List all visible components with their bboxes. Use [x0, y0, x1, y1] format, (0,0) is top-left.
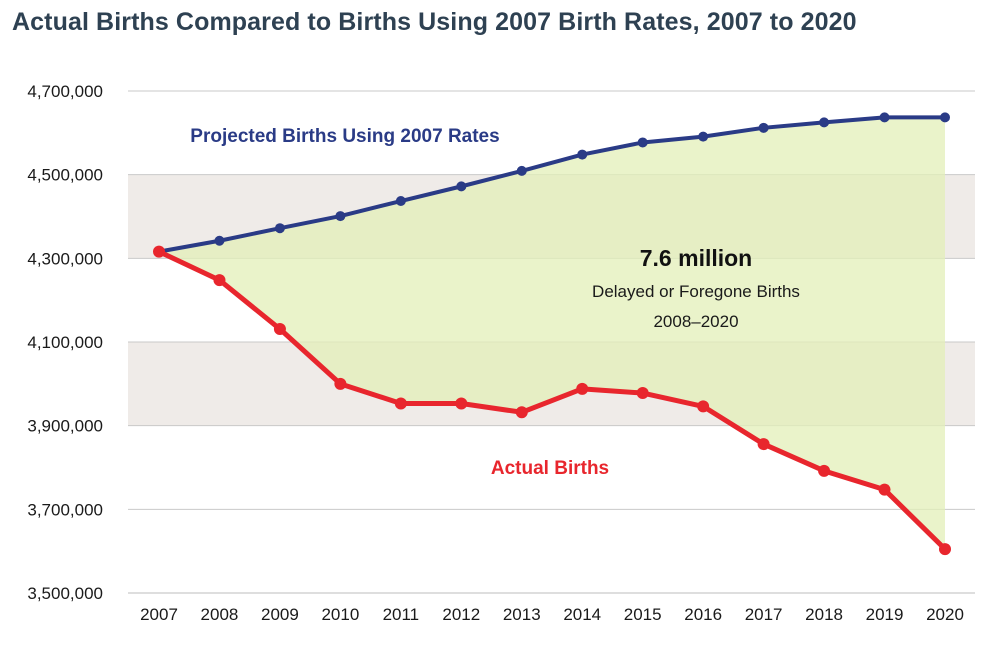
- y-tick-label: 4,500,000: [27, 166, 103, 185]
- y-tick-label: 3,500,000: [27, 584, 103, 603]
- point-actual-2011: [394, 397, 407, 410]
- line-projected: [157, 115, 947, 254]
- point-projected-2009: [274, 223, 285, 234]
- x-tick-label: 2019: [866, 605, 904, 624]
- series-lines: [156, 115, 948, 552]
- y-tick-label: 3,700,000: [27, 500, 103, 519]
- line-actual: [156, 249, 948, 552]
- y-tick-label: 4,300,000: [27, 249, 103, 268]
- point-actual-2015: [636, 387, 649, 400]
- x-tick-label: 2016: [684, 605, 722, 624]
- y-tick-label: 4,700,000: [27, 82, 103, 101]
- point-projected-2012: [456, 181, 467, 192]
- point-actual-2009: [273, 323, 286, 336]
- x-tick-label: 2018: [805, 605, 843, 624]
- annotation-gap-years: 2008–2020: [653, 312, 738, 331]
- x-tick-label: 2014: [563, 605, 601, 624]
- point-actual-2016: [697, 400, 710, 413]
- point-actual-2019: [878, 483, 891, 496]
- x-tick-label: 2009: [261, 605, 299, 624]
- y-tick-label: 4,100,000: [27, 333, 103, 352]
- x-tick-label: 2017: [745, 605, 783, 624]
- point-actual-2018: [818, 464, 831, 477]
- point-projected-2015: [637, 137, 648, 148]
- point-projected-2016: [698, 131, 709, 142]
- annotation-actual-label: Actual Births: [491, 458, 609, 479]
- point-actual-2010: [334, 377, 347, 390]
- point-actual-2012: [455, 397, 468, 410]
- gap-area: [159, 117, 945, 550]
- x-tick-label: 2012: [442, 605, 480, 624]
- point-projected-2014: [577, 149, 588, 160]
- point-projected-2013: [516, 165, 527, 176]
- point-projected-2008: [214, 235, 225, 246]
- annotation-gap-caption: Delayed or Foregone Births: [592, 282, 800, 301]
- x-tick-label: 2013: [503, 605, 541, 624]
- annotation-gap-value: 7.6 million: [640, 245, 752, 271]
- chart-title: Actual Births Compared to Births Using 2…: [12, 8, 857, 36]
- x-tick-label: 2015: [624, 605, 662, 624]
- gap-area-fill: [159, 117, 945, 550]
- point-actual-2017: [757, 438, 770, 451]
- annotation-projected-label: Projected Births Using 2007 Rates: [190, 126, 499, 147]
- point-actual-2007: [153, 245, 165, 258]
- point-projected-2011: [395, 196, 406, 207]
- y-axis-ticks: 3,500,000 3,700,000 3,900,000 4,100,000 4,30…: [27, 82, 103, 603]
- point-projected-2019: [879, 112, 890, 123]
- y-tick-label: 3,900,000: [27, 417, 103, 436]
- x-tick-label: 2020: [926, 605, 964, 624]
- point-projected-2017: [758, 122, 769, 133]
- point-projected-2020: [940, 112, 950, 123]
- point-projected-2010: [335, 211, 346, 222]
- series-markers: [153, 112, 951, 556]
- point-projected-2018: [819, 117, 830, 128]
- x-tick-label: 2007: [140, 605, 178, 624]
- x-tick-label: 2011: [383, 605, 420, 624]
- point-actual-2008: [213, 274, 226, 287]
- point-actual-2014: [576, 382, 589, 395]
- x-axis-ticks: 2007 2008 2009 2010 2011 2012 2013 2014 2015 2016…: [140, 605, 964, 624]
- point-actual-2020: [939, 543, 951, 556]
- x-tick-label: 2008: [201, 605, 239, 624]
- x-tick-label: 2010: [321, 605, 359, 624]
- point-actual-2013: [515, 406, 528, 419]
- annotations: Projected Births Using 2007 Rates Actual…: [190, 126, 800, 479]
